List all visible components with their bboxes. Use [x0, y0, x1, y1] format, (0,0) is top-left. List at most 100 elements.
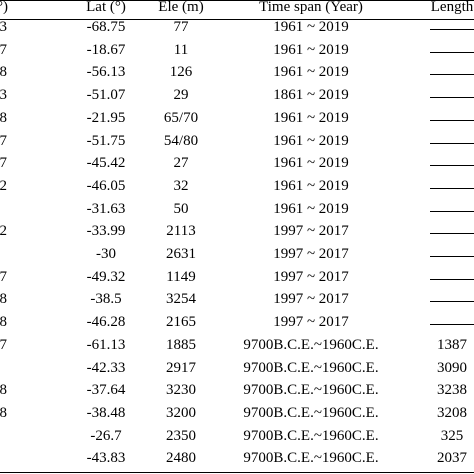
header-length: Length: [431, 0, 474, 15]
cell-col0: 78: [0, 64, 7, 80]
cell-timespan: 1961 ~ 2019: [273, 155, 349, 171]
cell-timespan: 1997 ~ 2017: [273, 291, 349, 307]
cell-lat: -31.63: [86, 201, 126, 217]
cell-lat: -38.48: [86, 405, 126, 421]
cell-lat: -49.32: [86, 269, 126, 285]
empty-length-dash: [430, 324, 474, 325]
cell-timespan: 1961 ~ 2019: [273, 133, 349, 149]
cell-ele: 29: [173, 87, 189, 103]
cell-ele: 126: [169, 64, 193, 80]
cell-col0: 23: [0, 87, 7, 103]
cell-ele: 3200: [166, 405, 196, 421]
empty-length-dash: [430, 120, 474, 121]
cell-timespan: 9700B.C.E.~1960C.E.: [243, 405, 379, 421]
cell-lat: -38.5: [90, 291, 122, 307]
header-col0: (°): [0, 0, 8, 15]
cell-lat: -37.64: [86, 382, 126, 398]
cell-timespan: 1961 ~ 2019: [273, 201, 349, 217]
cell-length: 3238: [437, 382, 467, 398]
cell-col0: 48: [0, 110, 7, 126]
cell-col0: 58: [0, 291, 7, 307]
cell-timespan: 1997 ~ 2017: [273, 269, 349, 285]
empty-length-dash: [430, 143, 474, 144]
header-col0-label: (°): [0, 0, 8, 15]
cell-timespan: 1961 ~ 2019: [273, 110, 349, 126]
cell-lat: -26.7: [90, 428, 122, 444]
header-timespan-label: Time span (Year): [259, 0, 363, 15]
cell-col0: 17: [0, 337, 7, 353]
empty-length-dash: [430, 97, 474, 98]
cell-ele: 1885: [166, 337, 196, 353]
cell-timespan: 9700B.C.E.~1960C.E.: [243, 337, 379, 353]
cell-ele: 54/80: [163, 133, 199, 149]
cell-col0: 17: [0, 133, 7, 149]
cell-length: 3090: [437, 360, 467, 376]
cell-col0: 17: [0, 155, 7, 171]
cell-lat: -61.13: [86, 337, 126, 353]
cell-ele: 3230: [166, 382, 196, 398]
cell-timespan: 1961 ~ 2019: [273, 42, 349, 58]
cell-length: 1387: [437, 337, 467, 353]
cell-length: 3208: [437, 405, 467, 421]
cell-ele: 32: [173, 178, 189, 194]
top-rule: [0, 0, 474, 1]
cell-ele: 11: [173, 42, 189, 58]
empty-length-dash: [430, 165, 474, 166]
cell-ele: 2631: [166, 246, 196, 262]
empty-length-dash: [430, 188, 474, 189]
empty-length-dash: [430, 74, 474, 75]
cell-col0: 02: [0, 223, 7, 239]
cell-ele: 65/70: [163, 110, 199, 126]
empty-length-dash: [430, 279, 474, 280]
cell-timespan: 1997 ~ 2017: [273, 223, 349, 239]
cell-timespan: 9700B.C.E.~1960C.E.: [243, 450, 379, 466]
header-timespan: Time span (Year): [259, 0, 363, 15]
empty-length-dash: [430, 256, 474, 257]
cell-ele: 50: [173, 201, 189, 217]
cell-ele: 1149: [166, 269, 196, 285]
cell-timespan: 1997 ~ 2017: [273, 246, 349, 262]
cell-lat: -51.75: [86, 133, 126, 149]
empty-length-dash: [430, 301, 474, 302]
empty-length-dash: [430, 233, 474, 234]
cell-ele: 2480: [166, 450, 196, 466]
header-ele-label: Ele (m): [158, 0, 204, 15]
header-length-label: Length: [430, 0, 474, 15]
cell-timespan: 9700B.C.E.~1960C.E.: [243, 382, 379, 398]
cell-col0: 53: [0, 19, 7, 35]
empty-length-dash: [430, 52, 474, 53]
cell-lat: -18.67: [86, 42, 126, 58]
cell-ele: 2350: [166, 428, 196, 444]
cell-lat: -42.33: [86, 360, 126, 376]
cell-lat: -43.83: [86, 450, 126, 466]
cell-length: 2037: [437, 450, 467, 466]
cell-col0: 77: [0, 42, 7, 58]
cell-length: 325: [440, 428, 464, 444]
cell-lat: -68.75: [86, 19, 126, 35]
cell-lat: -46.05: [86, 178, 126, 194]
cell-ele: 2165: [166, 314, 196, 330]
header-lat-label: Lat (°): [86, 0, 126, 15]
cell-lat: -33.99: [86, 223, 126, 239]
bottom-rule: [0, 472, 474, 473]
cell-lat: -46.28: [86, 314, 126, 330]
cell-lat: -21.95: [86, 110, 126, 126]
empty-length-dash: [430, 29, 474, 30]
cell-timespan: 1961 ~ 2019: [273, 19, 349, 35]
cell-lat: -30: [96, 246, 116, 262]
cell-col0: 58: [0, 382, 7, 398]
cell-col0: 48: [0, 314, 7, 330]
cell-lat: -56.13: [86, 64, 126, 80]
header-rule: [0, 19, 474, 20]
header-ele: Ele (m): [158, 0, 203, 15]
cell-ele: 2113: [166, 223, 196, 239]
cell-ele: 27: [173, 155, 189, 171]
cell-ele: 77: [173, 19, 189, 35]
cell-timespan: 9700B.C.E.~1960C.E.: [243, 428, 379, 444]
header-lat: Lat (°): [86, 0, 126, 15]
cell-ele: 2917: [166, 360, 196, 376]
cell-ele: 3254: [166, 291, 196, 307]
cell-timespan: 1997 ~ 2017: [273, 314, 349, 330]
cell-lat: -45.42: [86, 155, 126, 171]
cell-timespan: 1861 ~ 2019: [273, 87, 349, 103]
